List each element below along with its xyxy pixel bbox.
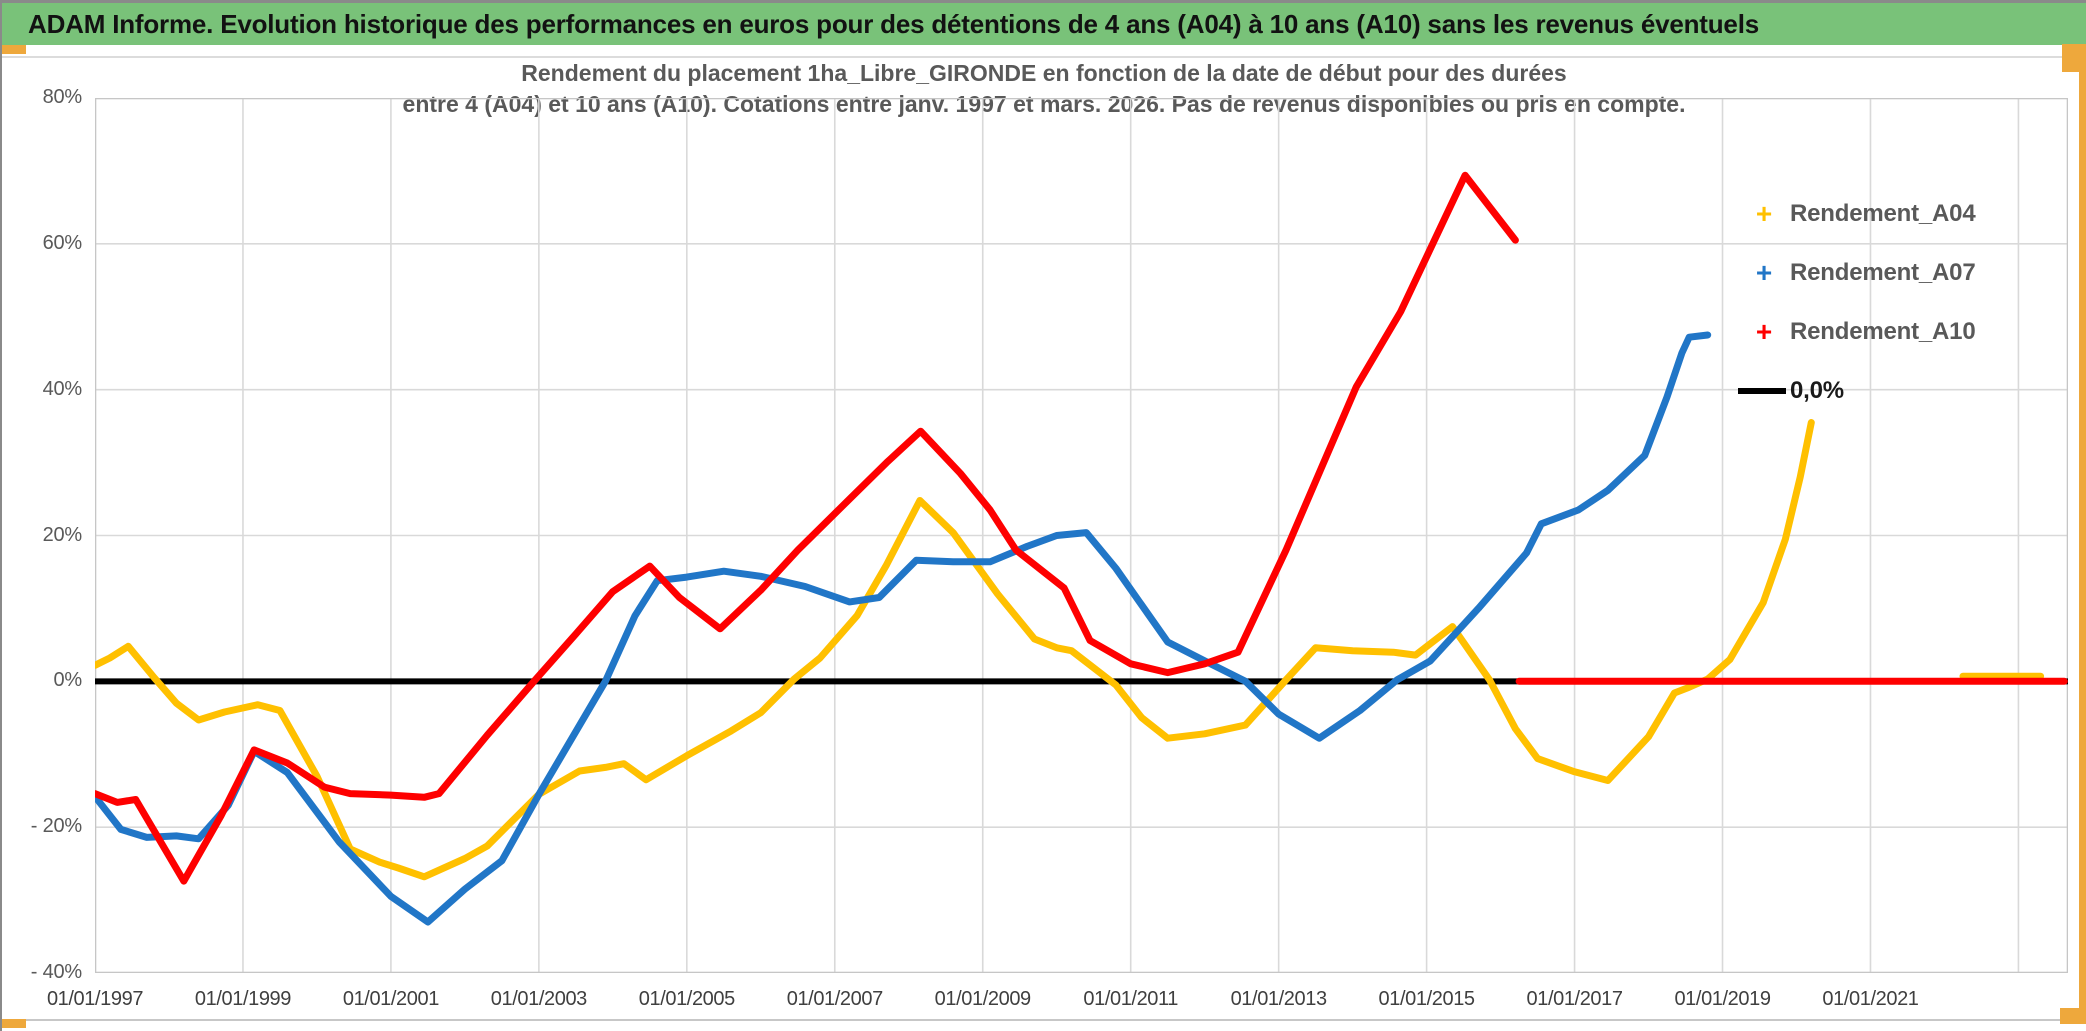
x-tick-label: 01/01/1999 — [194, 988, 292, 1010]
legend-item: + Rendement_A07 — [1738, 243, 2068, 302]
window-top-border — [2, 0, 2086, 3]
legend-item: 0,0% — [1738, 361, 2068, 420]
chart-title: Rendement du placement 1ha_Libre_GIRONDE… — [2, 58, 2086, 120]
gold-accent-bottom-left — [2, 1019, 26, 1028]
page-title: ADAM Informe. Evolution historique des p… — [28, 8, 1759, 39]
legend-label: Rendement_A07 — [1790, 258, 1976, 286]
y-tick-label: 40% — [42, 377, 83, 400]
legend-plus-marker-icon: + — [1755, 197, 1773, 229]
x-tick-label: 01/01/2007 — [786, 988, 884, 1010]
legend-label: 0,0% — [1790, 376, 1844, 404]
plot-border — [95, 98, 2068, 973]
x-tick-label: 01/01/2021 — [1822, 988, 1919, 1010]
x-tick-label: 01/01/2017 — [1526, 988, 1624, 1010]
x-tick-label: 01/01/2015 — [1378, 988, 1476, 1010]
legend-item: + Rendement_A10 — [1738, 302, 2068, 361]
chart-frame-top-line — [2, 56, 2086, 58]
y-tick-label: 80% — [42, 86, 83, 108]
legend-label: Rendement_A10 — [1790, 317, 1976, 345]
gold-accent-bottom-right — [2060, 1008, 2086, 1024]
legend-line-marker-icon — [1738, 387, 1786, 394]
x-tick-label: 01/01/2013 — [1230, 988, 1328, 1010]
x-tick-label: 01/01/2009 — [934, 988, 1032, 1010]
legend-plus-marker-icon: + — [1755, 256, 1773, 288]
y-tick-label: 20% — [42, 523, 83, 546]
gold-accent-top-right — [2062, 44, 2086, 72]
legend: + Rendement_A04 + Rendement_A07 + Rendement_A… — [1738, 184, 2068, 420]
y-tick-label: 0% — [53, 669, 82, 692]
x-tick-label: 01/01/1997 — [46, 988, 144, 1010]
x-tick-label: 01/01/2001 — [342, 988, 440, 1010]
x-tick-label: 01/01/2005 — [638, 988, 736, 1010]
chart-title-line2: entre 4 (A04) et 10 ans (A10). Cotations… — [402, 91, 1686, 117]
legend-plus-marker-icon: + — [1755, 315, 1773, 347]
legend-label: Rendement_A04 — [1790, 199, 1976, 227]
legend-item: + Rendement_A04 — [1738, 184, 2068, 243]
x-tick-label: 01/01/2011 — [1083, 988, 1178, 1010]
y-tick-label: - 20% — [30, 815, 82, 838]
series-Rendement_A04 — [95, 419, 1815, 881]
header-bar: ADAM Informe. Evolution historique des p… — [2, 3, 2086, 45]
chart-frame-bottom-line — [2, 1019, 2086, 1021]
gold-accent-top-left — [2, 45, 26, 54]
y-tick-label: - 40% — [30, 961, 82, 983]
x-tick-label: 01/01/2003 — [490, 988, 588, 1010]
series-Rendement_A10 — [95, 171, 1519, 885]
x-tick-label: 01/01/2019 — [1674, 988, 1771, 1010]
series-Rendement_A07 — [95, 331, 1712, 926]
chart-title-line1: Rendement du placement 1ha_Libre_GIRONDE… — [521, 60, 1567, 86]
y-tick-label: 60% — [42, 231, 83, 254]
gold-accent-right-edge — [2079, 70, 2086, 1020]
